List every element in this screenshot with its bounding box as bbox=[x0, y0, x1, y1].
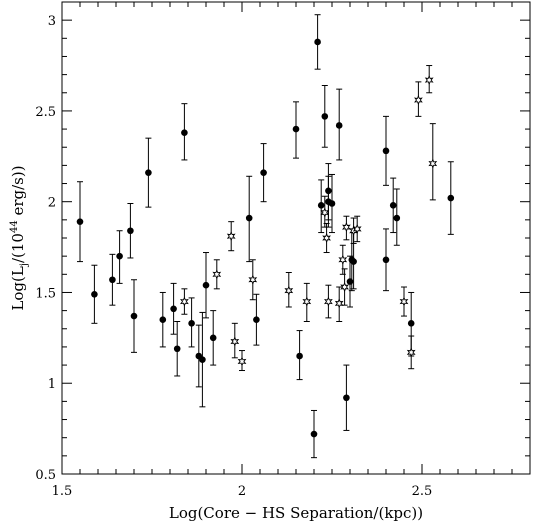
open-star-point bbox=[342, 222, 351, 233]
y-tick-label: 2.5 bbox=[35, 105, 56, 120]
filled-circle-point bbox=[209, 334, 217, 342]
filled-circle-point bbox=[296, 352, 303, 360]
filled-circle-point bbox=[130, 312, 138, 320]
open-star-point bbox=[320, 207, 330, 218]
open-star-point bbox=[180, 296, 189, 307]
open-star-point bbox=[284, 285, 294, 296]
filled-circle-point bbox=[382, 256, 390, 264]
open-star-point bbox=[424, 74, 434, 86]
x-tick-label: 1.5 bbox=[52, 484, 73, 499]
filled-circle-point bbox=[389, 202, 397, 209]
filled-circle-point bbox=[335, 122, 343, 129]
y-axis-label: Log(Lj/(1044 erg/s)) bbox=[9, 165, 30, 310]
filled-circle-point bbox=[245, 214, 253, 222]
filled-circle-point bbox=[314, 38, 321, 46]
filled-circle-point bbox=[145, 169, 152, 176]
error-bars bbox=[77, 14, 454, 459]
open-star-point bbox=[414, 94, 423, 106]
filled-circle-point bbox=[159, 316, 167, 323]
filled-circle-point bbox=[260, 169, 267, 176]
y-axis-label-mid: /(10 bbox=[9, 233, 27, 263]
x-axis-label: Log(Core − HS Separation/(kpc)) bbox=[169, 504, 423, 522]
open-star-point bbox=[302, 296, 312, 307]
filled-circle-point bbox=[202, 281, 210, 289]
filled-circle-point bbox=[116, 252, 123, 260]
open-star-point bbox=[340, 281, 349, 293]
x-tick-label: 2.5 bbox=[412, 484, 433, 499]
open-star-point bbox=[338, 254, 348, 265]
data-markers bbox=[76, 38, 455, 438]
filled-circle-point bbox=[170, 305, 177, 313]
filled-circle-point bbox=[447, 194, 455, 202]
filled-circle-point bbox=[328, 200, 336, 207]
filled-circle-point bbox=[343, 394, 350, 402]
axis-ticks bbox=[61, 1, 531, 475]
y-tick-label: 0.5 bbox=[35, 468, 56, 483]
open-star-point bbox=[406, 347, 416, 358]
open-star-point bbox=[324, 296, 333, 307]
y-axis-label-prefix: Log(L bbox=[9, 266, 27, 310]
y-tick-label: 1 bbox=[48, 377, 56, 392]
y-tick-label: 1.5 bbox=[35, 286, 56, 301]
y-tick-label: 3 bbox=[48, 14, 56, 29]
open-star-point bbox=[428, 158, 438, 169]
open-star-point bbox=[399, 296, 409, 307]
filled-circle-point bbox=[310, 430, 318, 438]
filled-circle-point bbox=[292, 125, 300, 133]
filled-circle-point bbox=[350, 258, 357, 265]
filled-circle-point bbox=[325, 187, 332, 195]
filled-circle-point bbox=[91, 290, 98, 298]
filled-circle-point bbox=[188, 320, 195, 327]
filled-circle-point bbox=[393, 214, 401, 222]
open-star-point bbox=[334, 298, 344, 309]
open-star-point bbox=[248, 274, 258, 285]
filled-circle-point bbox=[382, 147, 390, 155]
open-star-point bbox=[352, 223, 362, 234]
filled-circle-point bbox=[346, 278, 354, 285]
y-tick-label: 2 bbox=[48, 196, 56, 211]
tick-labels: 1.5 2 2.5 0.5 1 1.5 2 2.5 3 bbox=[35, 14, 432, 499]
filled-circle-point bbox=[253, 316, 260, 323]
open-star-point bbox=[237, 356, 247, 367]
filled-circle-point bbox=[317, 202, 325, 209]
open-star-point bbox=[322, 232, 331, 244]
y-axis-label-subscript: j bbox=[19, 263, 30, 267]
y-axis-label-suffix: erg/s)) bbox=[9, 165, 27, 220]
x-tick-label: 2 bbox=[238, 484, 246, 499]
open-star-point bbox=[230, 336, 240, 347]
filled-circle-point bbox=[407, 320, 415, 327]
open-star-point bbox=[226, 231, 236, 242]
y-axis-label-superscript: 44 bbox=[9, 220, 20, 233]
plot-frame bbox=[61, 1, 531, 475]
filled-circle-point bbox=[109, 276, 116, 284]
open-star-point bbox=[212, 269, 222, 280]
filled-circle-point bbox=[181, 129, 188, 137]
filled-circle-point bbox=[76, 218, 84, 225]
filled-circle-point bbox=[199, 356, 206, 363]
filled-circle-point bbox=[173, 345, 181, 353]
filled-circle-point bbox=[321, 113, 329, 120]
filled-circle-point bbox=[127, 227, 134, 235]
